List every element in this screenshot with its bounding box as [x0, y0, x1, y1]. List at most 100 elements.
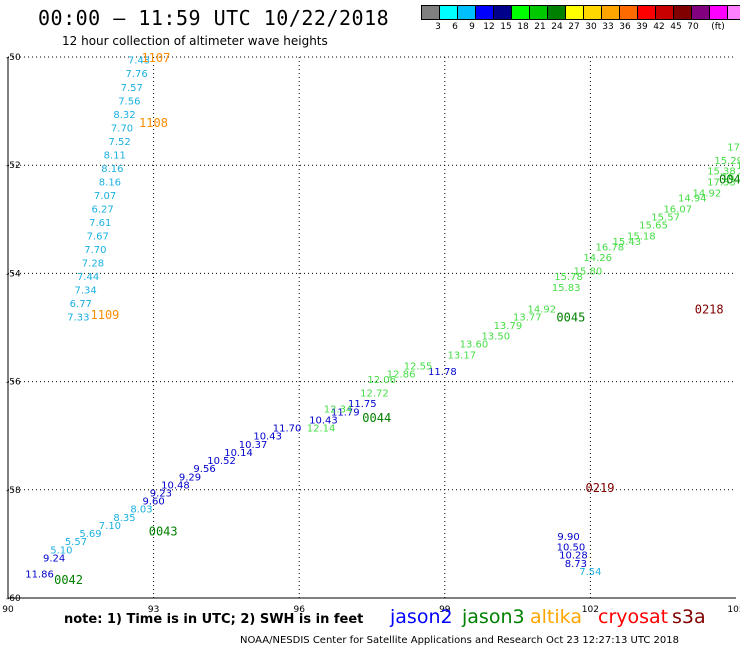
- swh-point-jason2: 9.24: [43, 553, 65, 564]
- swh-point-altika: 8.16: [101, 164, 123, 175]
- swh-point-jason3: 12.34: [324, 405, 353, 416]
- swh-point-jason2: 10.50: [557, 543, 586, 554]
- swh-point-altika: 7.76: [125, 69, 147, 80]
- legend-tick-label: 15: [500, 22, 512, 32]
- legend-tick-label: 12: [483, 22, 495, 32]
- legend-tick-label: 18: [517, 22, 529, 32]
- swh-point-jason2: 10.14: [224, 448, 253, 459]
- x-tick-label: 102: [582, 605, 599, 615]
- swh-point-jason2: 11.79: [331, 407, 360, 418]
- page-subtitle: 12 hour collection of altimeter wave hei…: [62, 34, 328, 48]
- swh-point-jason2: 10.48: [161, 480, 190, 491]
- x-tick-label: 105: [727, 605, 740, 615]
- pass-time-label: 0044: [362, 411, 391, 425]
- legend-tick-labels: 3 6 9 12 15 18 21 24 27 30 33 36 39 42 45 70 (ft): [421, 20, 740, 34]
- y-tick-label: -60: [6, 594, 21, 604]
- swh-point-jason3: 13.50: [481, 332, 510, 343]
- swh-point-jason3: 15.65: [639, 221, 668, 232]
- legend-tick-label: 9: [469, 22, 475, 32]
- swh-point-jason2: 11.86: [25, 570, 54, 581]
- swh-point-jason3: 15.38: [707, 167, 736, 178]
- swh-point-jason2: 11.70: [273, 424, 302, 435]
- legend-tick-label: 36: [619, 22, 631, 32]
- satellite-label-jason2: jason2: [390, 606, 453, 628]
- swh-point-altika: 7.61: [89, 218, 111, 229]
- swh-point-jason3: 15.29: [714, 156, 740, 167]
- swh-point-altika: 7.56: [118, 96, 140, 107]
- legend-tick-label: 6: [452, 22, 458, 32]
- swh-point-jason3: 15.43: [612, 237, 641, 248]
- swh-point-jason3: 16.16: [736, 161, 740, 172]
- swh-point-altika: 7.44: [77, 272, 99, 283]
- swh-point-jason3: 13.17: [447, 351, 476, 362]
- satellite-label-altika: altika: [530, 606, 582, 628]
- color-legend: 3 6 9 12 15 18 21 24 27 30 33 36 39 42 45 70 (ft): [421, 5, 740, 34]
- swh-point-jason2: 11.78: [428, 367, 457, 378]
- swh-point-altika: 8.16: [99, 177, 121, 188]
- swh-point-altika: 8.32: [113, 110, 135, 121]
- swh-point-altika: 8.03: [130, 505, 152, 516]
- swh-point-jason3: 15.80: [574, 267, 603, 278]
- swh-point-altika: 8.11: [104, 150, 126, 161]
- legend-tick-label: 27: [568, 22, 580, 32]
- pass-time-label: 0042: [54, 573, 83, 587]
- swh-point-jason3: 12.55: [404, 361, 433, 372]
- legend-tick-label: (ft): [711, 22, 725, 32]
- swh-point-jason3: 14.26: [583, 253, 612, 264]
- swh-point-altika: 7.33: [67, 313, 89, 324]
- satellite-label-jason3: jason3: [462, 606, 525, 628]
- swh-point-jason2: 10.52: [207, 456, 236, 467]
- swh-point-altika: 7.10: [99, 521, 121, 532]
- y-tick-label: -50: [6, 53, 21, 63]
- swh-point-jason2: 10.37: [239, 440, 268, 451]
- legend-swatch: [727, 5, 740, 20]
- swh-point-jason2: 9.29: [179, 472, 201, 483]
- swh-point-jason3: 15.78: [554, 272, 583, 283]
- swh-point-jason2: 9.60: [142, 497, 164, 508]
- legend-tick-label: 70: [687, 22, 699, 32]
- swh-point-altika: 5.57: [65, 537, 87, 548]
- swh-point-altika: 7.34: [75, 286, 97, 297]
- swh-point-jason2: 11.75: [348, 399, 377, 410]
- swh-point-jason3: 13.79: [494, 321, 523, 332]
- legend-tick-label: 33: [602, 22, 614, 32]
- swh-point-altika: 7.70: [111, 123, 133, 134]
- swh-point-jason3: 17.33: [707, 177, 736, 188]
- swh-point-jason3: 12.72: [360, 388, 389, 399]
- swh-point-jason2: 9.23: [150, 489, 172, 500]
- swh-point-jason3: 14.92: [528, 305, 557, 316]
- pass-time-label: 0218: [695, 303, 724, 317]
- swh-point-jason3: 15.57: [651, 213, 680, 224]
- pass-time-label: 004: [719, 173, 740, 187]
- footer-note: note: 1) Time is in UTC; 2) SWH is in fe…: [64, 612, 364, 627]
- pass-time-label: 0045: [556, 311, 585, 325]
- swh-point-jason3: 17: [727, 142, 740, 153]
- legend-tick-label: 39: [636, 22, 648, 32]
- y-tick-label: -56: [6, 378, 21, 388]
- swh-point-altika: 7.07: [94, 191, 116, 202]
- swh-point-jason2: 8.73: [565, 559, 587, 570]
- x-tick-label: 96: [293, 605, 305, 615]
- pass-time-label: 1109: [91, 308, 120, 322]
- footer-credit: NOAA/NESDIS Center for Satellite Applica…: [240, 635, 679, 646]
- swh-point-altika: 7.43: [128, 56, 150, 67]
- legend-tick-label: 21: [534, 22, 546, 32]
- swh-point-altika: 5.69: [79, 529, 101, 540]
- swh-point-altika: 7.52: [108, 137, 130, 148]
- legend-tick-label: 42: [653, 22, 665, 32]
- pass-time-label: 0219: [586, 481, 615, 495]
- pass-time-label: 0043: [149, 524, 178, 538]
- y-tick-label: -52: [6, 161, 21, 171]
- swh-point-jason3: 15.83: [552, 283, 581, 294]
- legend-tick-label: 45: [670, 22, 682, 32]
- x-tick-label: 99: [439, 605, 451, 615]
- swh-point-altika: 6.77: [70, 299, 92, 310]
- swh-point-jason3: 12.06: [367, 375, 396, 386]
- swh-point-altika: 7.57: [121, 83, 143, 94]
- swh-point-jason2: 9.90: [557, 532, 579, 543]
- swh-point-jason2: 10.43: [309, 415, 338, 426]
- legend-tick-label: 3: [435, 22, 441, 32]
- swh-point-altika: 5.10: [50, 545, 72, 556]
- swh-point-altika: 7.54: [579, 567, 601, 578]
